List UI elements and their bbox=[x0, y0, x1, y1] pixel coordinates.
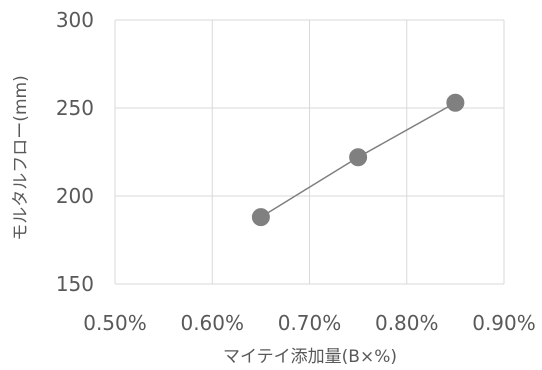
data-point bbox=[251, 208, 270, 227]
x-axis-title: マイテイ添加量(B×%) bbox=[223, 347, 397, 367]
y-tick-labels: 150 200 250 300 bbox=[56, 8, 94, 296]
x-tick-label: 0.70% bbox=[278, 311, 342, 335]
series-layer bbox=[251, 93, 465, 227]
x-tick-label: 0.60% bbox=[180, 311, 244, 335]
data-point bbox=[446, 93, 465, 112]
y-tick-label: 250 bbox=[56, 96, 94, 120]
grid bbox=[114, 19, 505, 285]
x-tick-labels: 0.50% 0.60% 0.70% 0.80% 0.90% bbox=[83, 311, 536, 335]
x-tick-label: 0.90% bbox=[472, 311, 536, 335]
y-tick-label: 200 bbox=[56, 184, 94, 208]
y-axis-title: モルタルフロー(mm) bbox=[11, 75, 31, 240]
x-tick-label: 0.50% bbox=[83, 311, 147, 335]
data-point bbox=[349, 148, 368, 167]
y-tick-label: 300 bbox=[56, 8, 94, 32]
y-tick-label: 150 bbox=[56, 272, 94, 296]
x-tick-label: 0.80% bbox=[375, 311, 439, 335]
